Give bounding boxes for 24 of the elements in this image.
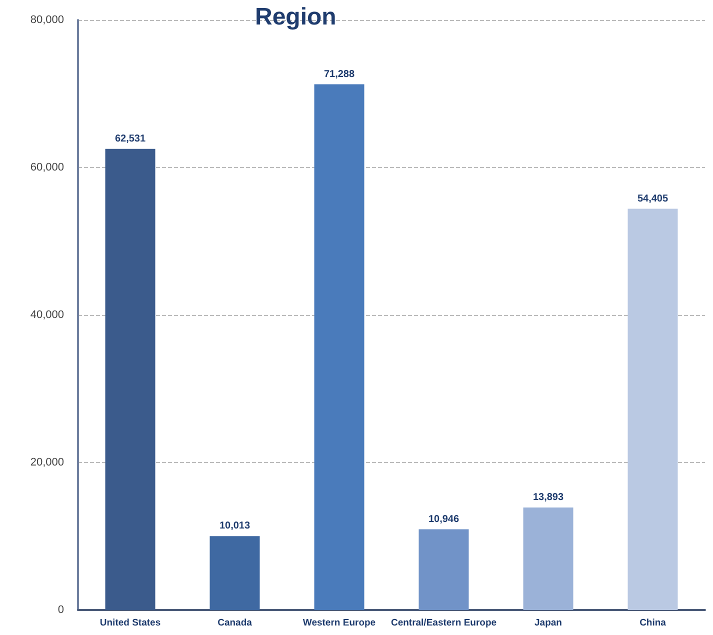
x-tick-label: Japan (534, 618, 562, 628)
y-tick-label: 0 (58, 604, 64, 616)
data-label: 10,013 (219, 520, 250, 532)
bar (523, 508, 574, 610)
bar (628, 208, 678, 610)
chart-title: Region (255, 4, 336, 30)
y-tick-label: 20,000 (30, 456, 64, 468)
data-label: 10,946 (428, 514, 460, 525)
y-tick-label: 80,000 (30, 14, 64, 26)
x-tick-label: China (640, 618, 667, 628)
bar (210, 536, 260, 610)
y-tick-label: 40,000 (30, 309, 64, 321)
data-label: 62,531 (114, 133, 146, 144)
y-tick-label: 60,000 (30, 162, 64, 174)
data-label: 71,288 (324, 68, 355, 80)
data-label: 54,405 (637, 193, 668, 204)
x-tick-label: Canada (218, 618, 253, 628)
bar (418, 529, 469, 610)
x-tick-label: Central/Eastern Europe (390, 618, 497, 628)
data-label: 13,893 (532, 492, 564, 504)
bar (105, 148, 156, 610)
x-tick-label: Western Europe (302, 618, 376, 628)
bar (314, 84, 364, 610)
x-tick-label: United States (100, 618, 161, 628)
